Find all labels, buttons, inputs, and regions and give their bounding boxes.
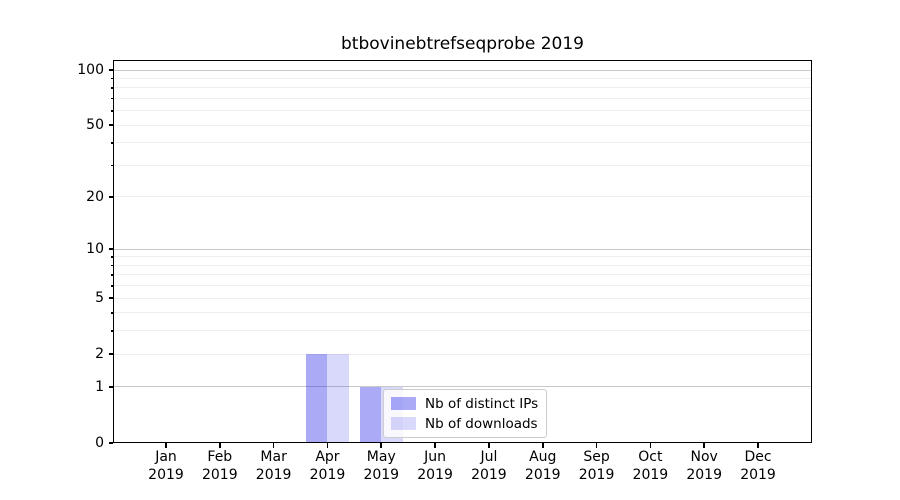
y-tick-1 xyxy=(108,386,113,388)
x-tick-sep xyxy=(595,443,598,448)
y-minor-tick-4 xyxy=(110,312,113,314)
legend-label-distinct-ips: Nb of distinct IPs xyxy=(425,395,539,412)
y-tick-2 xyxy=(108,353,113,355)
y-minor-tick-9 xyxy=(110,256,113,258)
gridline-y-40 xyxy=(113,142,812,144)
bar-distinct-ips-may xyxy=(359,386,382,443)
bar-downloads-apr xyxy=(327,354,349,443)
gridline-y-30 xyxy=(113,164,812,166)
legend-item-distinct-ips: Nb of distinct IPs xyxy=(391,395,539,412)
y-minor-tick-60 xyxy=(110,109,113,112)
x-tick-label-dec: Dec 2019 xyxy=(740,449,776,483)
gridline-y-10 xyxy=(113,248,812,250)
x-tick-label-apr: Apr 2019 xyxy=(309,449,346,483)
x-tick-label-jan: Jan 2019 xyxy=(148,449,184,483)
y-tick-label-2: 2 xyxy=(95,346,104,363)
gridline-y-90 xyxy=(113,77,812,79)
gridline-y-3 xyxy=(113,330,812,332)
x-tick-feb xyxy=(219,443,221,448)
x-tick-label-feb: Feb 2019 xyxy=(201,449,238,483)
x-tick-label-sep: Sep 2019 xyxy=(578,449,615,483)
y-tick-50 xyxy=(108,124,113,127)
legend-item-downloads: Nb of downloads xyxy=(391,415,539,432)
gridline-y-60 xyxy=(113,110,812,112)
x-tick-aug xyxy=(541,443,544,448)
y-minor-tick-3 xyxy=(110,330,113,332)
y-tick-label-5: 5 xyxy=(95,290,104,307)
y-minor-tick-90 xyxy=(110,77,113,80)
y-tick-label-10: 10 xyxy=(86,241,104,258)
y-tick-label-50: 50 xyxy=(86,117,104,134)
x-tick-may xyxy=(380,443,383,448)
x-tick-label-aug: Aug 2019 xyxy=(524,449,561,483)
gridline-y-9 xyxy=(113,256,812,258)
legend: Nb of distinct IPs Nb of downloads xyxy=(383,389,547,438)
gridline-y-50 xyxy=(113,124,812,126)
y-tick-label-1: 1 xyxy=(95,378,104,395)
y-tick-label-100: 100 xyxy=(77,62,104,78)
y-tick-label-0: 0 xyxy=(95,435,104,451)
y-tick-100 xyxy=(108,69,113,71)
legend-label-downloads: Nb of downloads xyxy=(425,415,538,432)
y-tick-5 xyxy=(108,297,113,299)
legend-swatch-downloads xyxy=(391,417,416,430)
gridline-y-70 xyxy=(113,97,812,99)
y-tick-label-20: 20 xyxy=(86,188,104,205)
x-tick-jul xyxy=(488,443,490,448)
x-tick-apr xyxy=(326,443,329,448)
y-tick-20 xyxy=(108,196,113,198)
gridline-y-4 xyxy=(113,312,812,314)
x-tick-label-jul: Jul 2019 xyxy=(471,449,507,483)
gridline-y-20 xyxy=(113,196,812,198)
y-tick-10 xyxy=(108,248,113,250)
bar-distinct-ips-apr xyxy=(305,354,328,443)
x-tick-jun xyxy=(434,443,436,448)
gridline-y-8 xyxy=(113,264,812,266)
gridline-y-1 xyxy=(113,386,812,388)
x-tick-dec xyxy=(757,443,759,448)
y-minor-tick-30 xyxy=(110,164,113,167)
gridline-y-7 xyxy=(113,274,812,276)
x-tick-label-mar: Mar 2019 xyxy=(255,449,292,483)
y-minor-tick-40 xyxy=(110,142,113,144)
y-tick-0 xyxy=(108,442,113,444)
plot-area xyxy=(113,60,812,443)
y-minor-tick-6 xyxy=(110,284,113,287)
y-minor-tick-80 xyxy=(110,87,113,89)
x-tick-oct xyxy=(649,443,652,448)
gridline-y-6 xyxy=(113,285,812,287)
x-tick-label-jun: Jun 2019 xyxy=(417,449,453,483)
gridline-y-5 xyxy=(113,297,812,299)
x-tick-label-may: May 2019 xyxy=(363,449,400,483)
chart-title: btbovinebtrefseqprobe 2019 xyxy=(340,34,584,54)
y-minor-tick-70 xyxy=(110,97,113,100)
y-minor-tick-8 xyxy=(110,264,113,267)
x-tick-mar xyxy=(272,443,275,448)
x-tick-label-nov: Nov 2019 xyxy=(686,449,722,483)
x-tick-label-oct: Oct 2019 xyxy=(632,449,669,483)
gridline-y-100 xyxy=(113,69,812,71)
gridline-y-80 xyxy=(113,87,812,89)
x-tick-jan xyxy=(165,443,167,448)
x-tick-nov xyxy=(703,443,705,448)
gridline-y-2 xyxy=(113,353,812,355)
legend-swatch-distinct-ips xyxy=(391,397,416,410)
y-minor-tick-7 xyxy=(110,274,113,276)
